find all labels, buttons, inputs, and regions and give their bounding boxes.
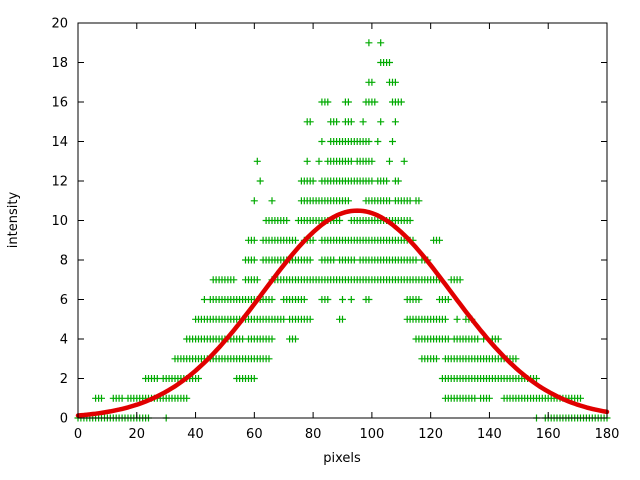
scatter-row-y16 [318, 98, 405, 106]
x-tick-label: 0 [74, 427, 82, 442]
scatter-row-y3 [171, 355, 520, 363]
gaussian-fit-path [75, 208, 610, 418]
scatter-row-y4 [183, 335, 502, 343]
y-tick-label: 0 [60, 412, 68, 427]
y-tick-label: 2 [60, 372, 68, 387]
x-tick-label: 180 [595, 427, 620, 442]
y-tick-label: 18 [51, 56, 68, 71]
x-tick-label: 80 [305, 427, 322, 442]
plot-border [77, 22, 608, 419]
scatter-row-y19 [365, 39, 385, 47]
scatter-row-y6 [200, 296, 452, 303]
scatter-row-y7 [209, 276, 464, 284]
scatter-series [74, 39, 611, 422]
scatter-row-y2 [142, 375, 540, 382]
x-tick-label: 160 [536, 427, 561, 442]
scatter-row-y13 [253, 157, 408, 165]
x-tick-label: 100 [359, 427, 384, 442]
x-axis-label: pixels [323, 451, 361, 466]
scatter-row-y18 [377, 59, 393, 66]
y-tick-label: 12 [51, 175, 68, 190]
scatter-row-y12 [256, 177, 402, 185]
x-tick-label: 40 [187, 427, 204, 442]
y-axis-label: intensity [6, 192, 21, 249]
y-tick-label: 14 [51, 135, 68, 150]
x-tick-label: 120 [418, 427, 443, 442]
fit-curve-series [75, 208, 610, 418]
y-tick-label: 10 [51, 214, 68, 229]
scatter-row-y8 [242, 256, 432, 264]
x-tick-label: 140 [477, 427, 502, 442]
scatter-row-y15 [303, 118, 399, 126]
scatter-row-y14 [318, 138, 396, 145]
y-tick-label: 6 [60, 293, 68, 308]
x-tick-label: 60 [246, 427, 263, 442]
scatter-row-y1 [92, 394, 584, 402]
y-tick-label: 8 [60, 254, 68, 269]
scatter-row-y11 [250, 197, 423, 205]
x-tick-label: 20 [129, 427, 146, 442]
axis-tick-labels: 0 20 40 60 80 100 120 140 160 180 0 2 4 6 8 10 12 14 16 18 2… [51, 17, 619, 443]
scatter-row-y5 [192, 315, 476, 323]
y-tick-label: 20 [51, 17, 68, 32]
scatter-row-y17 [365, 78, 399, 86]
y-tick-label: 4 [60, 333, 68, 348]
y-tick-label: 16 [51, 96, 68, 111]
